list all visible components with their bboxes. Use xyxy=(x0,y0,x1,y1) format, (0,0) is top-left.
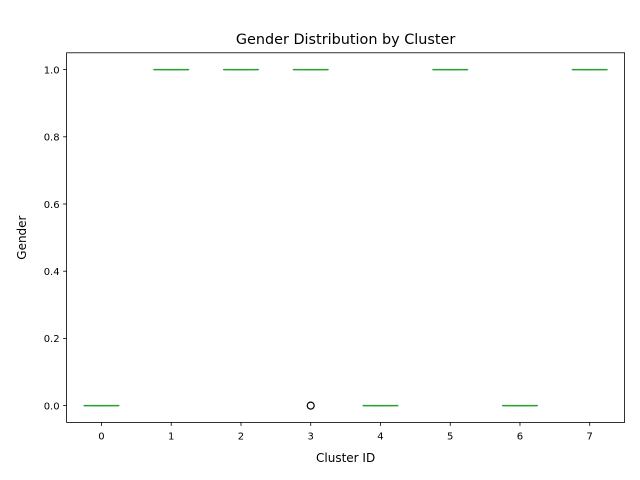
x-tick-label: 5 xyxy=(447,431,453,442)
chart-title: Gender Distribution by Cluster xyxy=(236,32,456,48)
outlier-point xyxy=(306,401,315,410)
y-axis-label: Gender xyxy=(15,215,29,259)
plot-area xyxy=(66,52,625,423)
x-tick-label: 0 xyxy=(98,431,104,442)
x-axis-label: Cluster ID xyxy=(316,451,375,465)
x-tick-label: 4 xyxy=(377,431,383,442)
y-axis-ticks: 0.0 0.2 0.4 0.6 0.8 1.0 xyxy=(44,65,67,412)
x-tick-label: 6 xyxy=(517,431,523,442)
y-tick-label: 0.4 xyxy=(44,267,60,278)
x-tick-label: 3 xyxy=(308,431,314,442)
y-tick-label: 0.6 xyxy=(44,200,60,211)
boxes-layer xyxy=(83,68,608,410)
x-tick-label: 1 xyxy=(168,431,174,442)
x-axis-ticks: 0 1 2 3 4 5 6 7 xyxy=(98,422,593,442)
axes-frame xyxy=(66,52,625,423)
box-cluster-3 xyxy=(292,68,329,410)
y-tick-label: 0.2 xyxy=(44,334,60,345)
y-tick-label: 0.8 xyxy=(44,133,60,144)
x-tick-label: 7 xyxy=(587,431,593,442)
x-tick-label: 2 xyxy=(238,431,244,442)
y-tick-label: 0.0 xyxy=(44,401,60,412)
y-tick-label: 1.0 xyxy=(44,65,60,76)
